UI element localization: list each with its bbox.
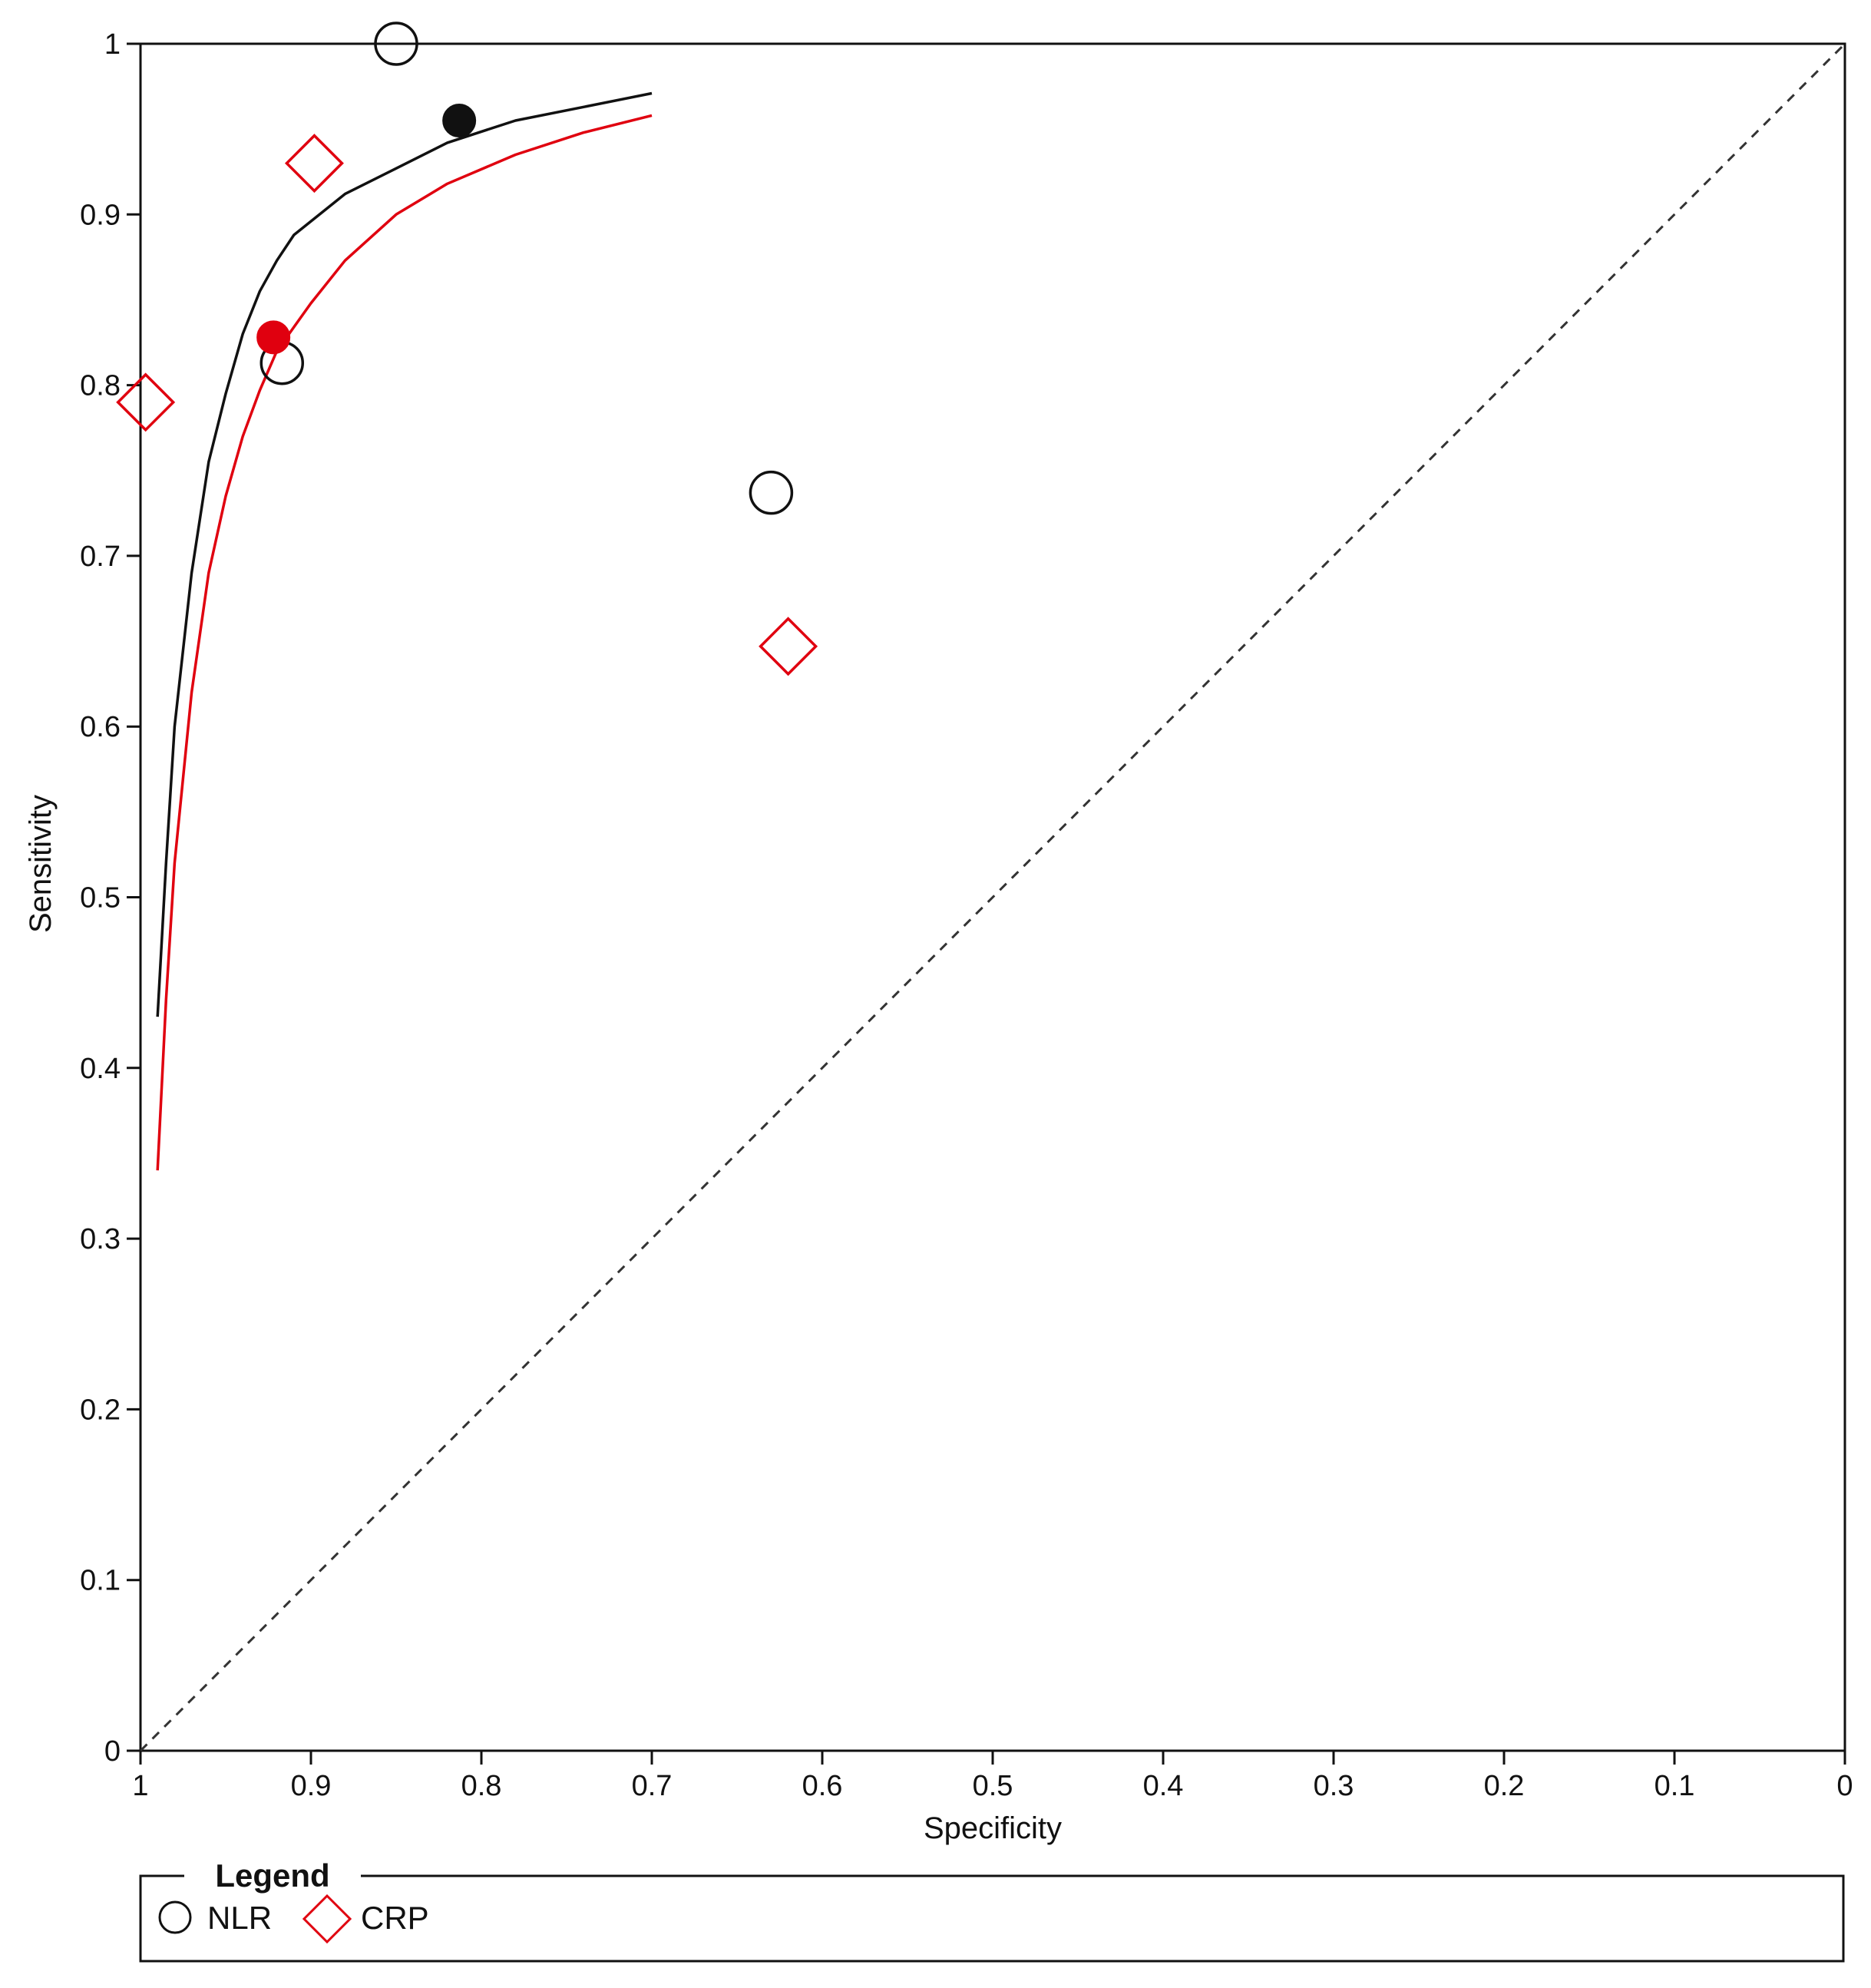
study-point-crp	[284, 134, 344, 194]
y-tick-label: 0.8	[80, 370, 121, 402]
legend-box	[139, 1874, 1845, 1963]
y-tick-label: 0.5	[80, 882, 121, 915]
sroc-curves	[156, 91, 653, 1171]
y-tick-label: 0.2	[80, 1394, 121, 1426]
x-tick-label: 0.9	[291, 1770, 332, 1802]
x-tick-label: 0.1	[1654, 1770, 1695, 1802]
legend-crp-marker	[302, 1894, 352, 1944]
y-tick-label: 0.1	[80, 1565, 121, 1597]
reference-diagonal	[139, 42, 1846, 1752]
x-tick-label: 0.8	[461, 1770, 502, 1802]
legend-crp-label: CRP	[361, 1900, 429, 1936]
x-tick-label: 1	[132, 1770, 148, 1802]
y-tick-label: 0.9	[80, 199, 121, 231]
legend: Legend NLR CRP	[139, 1857, 1845, 1963]
y-axis-label: Sensitivity	[24, 795, 58, 933]
x-tick-label: 0.5	[973, 1770, 1013, 1802]
study-points	[116, 22, 818, 676]
study-point-crp	[759, 617, 818, 676]
summary-points	[256, 104, 477, 355]
legend-nlr-label: NLR	[207, 1900, 272, 1936]
summary-point-crp	[256, 320, 291, 355]
y-tick-label: 0.3	[80, 1223, 121, 1255]
study-point-nlr	[374, 22, 418, 66]
summary-point-nlr	[442, 104, 477, 138]
sroc-curve-crp	[156, 114, 653, 1171]
x-tick-label: 0.6	[802, 1770, 843, 1802]
y-tick-label: 0.7	[80, 541, 121, 573]
legend-title: Legend	[215, 1857, 329, 1894]
study-point-crp	[116, 372, 176, 432]
y-axis-ticks: 0 0.1 0.2 0.3 0.4 0.5 0.6 0.7 0.8 0.9 1	[80, 28, 140, 1768]
x-tick-label: 0	[1836, 1770, 1853, 1802]
y-tick-label: 1	[104, 28, 121, 61]
x-axis-label: Specificity	[924, 1811, 1062, 1845]
sroc-curve-nlr	[156, 91, 653, 1017]
x-axis-ticks: 1 0.9 0.8 0.7 0.6 0.5 0.4 0.3 0.2 0.1 0	[132, 1751, 1853, 1802]
x-tick-label: 0.3	[1314, 1770, 1354, 1802]
y-tick-label: 0	[104, 1735, 121, 1768]
y-tick-label: 0.4	[80, 1053, 121, 1085]
x-tick-label: 0.2	[1484, 1770, 1525, 1802]
y-tick-label: 0.6	[80, 711, 121, 743]
x-tick-label: 0.7	[632, 1770, 673, 1802]
legend-nlr-marker	[158, 1900, 192, 1934]
study-point-nlr	[749, 470, 794, 515]
x-tick-label: 0.4	[1143, 1770, 1184, 1802]
